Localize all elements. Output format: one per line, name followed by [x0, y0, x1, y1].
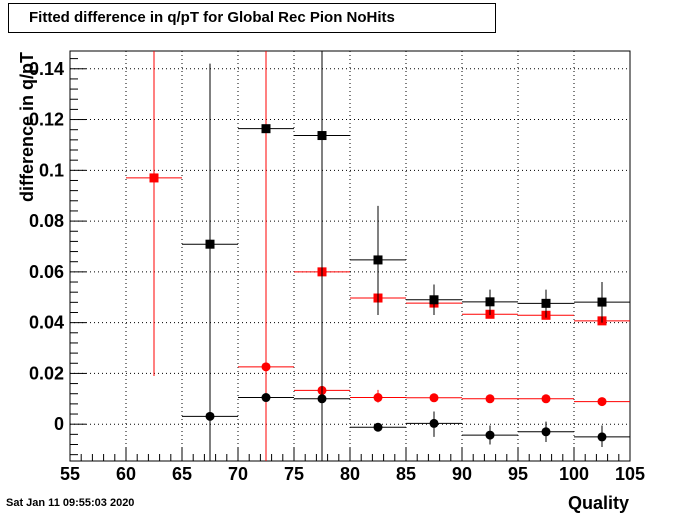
data-point-square	[373, 255, 383, 265]
data-point-circle	[373, 393, 383, 403]
data-point-circle	[261, 393, 271, 403]
data-point-square	[597, 297, 607, 307]
y-tick-label: 0.1	[39, 160, 64, 180]
x-tick-label: 60	[116, 464, 136, 484]
timestamp: Sat Jan 11 09:55:03 2020	[6, 497, 135, 509]
data-point-circle	[317, 394, 327, 404]
data-point-square	[149, 173, 159, 183]
data-point-circle	[597, 432, 607, 442]
x-tick-label: 65	[172, 464, 192, 484]
y-axis-title: difference in q/pT	[17, 52, 37, 202]
x-tick-label: 75	[284, 464, 304, 484]
data-point-circle	[541, 427, 551, 437]
y-tick-label: 0.14	[29, 59, 64, 79]
x-tick-label: 70	[228, 464, 248, 484]
x-tick-label: 85	[396, 464, 416, 484]
x-tick-label: 55	[60, 464, 80, 484]
data-point-circle	[597, 397, 607, 407]
data-point-square	[261, 124, 271, 134]
data-point-circle	[261, 362, 271, 372]
y-tick-label: 0.12	[29, 110, 64, 130]
data-point-square	[485, 297, 495, 307]
y-tick-label: 0.06	[29, 262, 64, 282]
data-point-square	[541, 298, 551, 308]
chart-title: Fitted difference in q/pT for Global Rec…	[8, 3, 496, 33]
data-point-square	[429, 295, 439, 305]
data-point-circle	[541, 394, 551, 404]
data-point-circle	[485, 394, 495, 404]
x-tick-label: 90	[452, 464, 472, 484]
data-point-circle	[485, 430, 495, 440]
x-tick-label: 100	[559, 464, 589, 484]
x-tick-label: 80	[340, 464, 360, 484]
y-tick-label: 0.02	[29, 363, 64, 383]
x-axis-title: Quality	[568, 493, 629, 513]
data-point-circle	[429, 418, 439, 428]
x-tick-label: 95	[508, 464, 528, 484]
data-point-circle	[373, 422, 383, 432]
y-tick-label: 0.04	[29, 313, 64, 333]
y-tick-label: 0	[54, 414, 64, 434]
y-tick-label: 0.08	[29, 211, 64, 231]
x-tick-label: 105	[615, 464, 645, 484]
data-point-circle	[205, 411, 215, 421]
data-point-circle	[429, 393, 439, 403]
